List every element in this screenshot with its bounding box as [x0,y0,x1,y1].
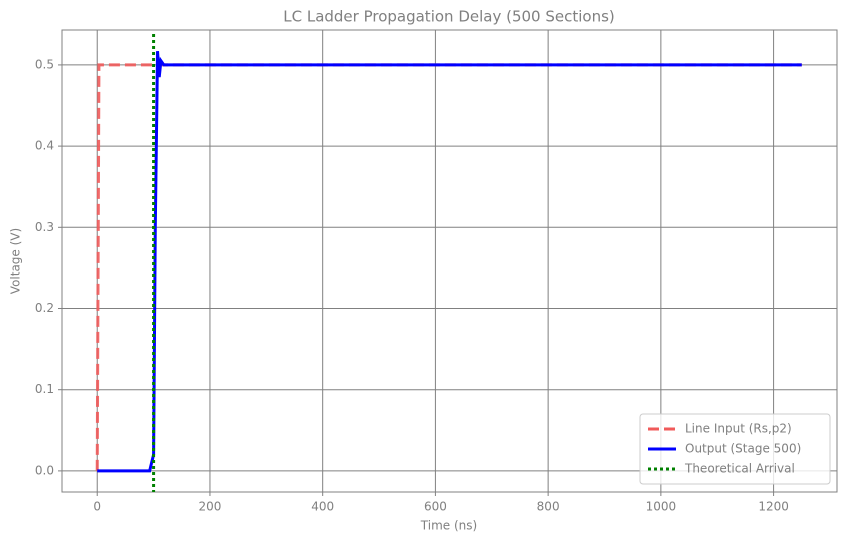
x-tick-label: 800 [537,500,560,514]
legend-label: Line Input (Rs,p2) [685,422,792,436]
x-tick-label: 200 [199,500,222,514]
y-axis-label: Voltage (V) [9,228,23,294]
y-tick-label: 0.2 [35,301,54,315]
x-tick-label: 1200 [758,500,789,514]
x-tick-label: 600 [424,500,447,514]
legend-label: Output (Stage 500) [685,442,801,456]
chart-title: LC Ladder Propagation Delay (500 Section… [283,8,615,26]
series-line [97,51,802,473]
y-tick-label: 0.3 [35,220,54,234]
x-tick-label: 400 [311,500,334,514]
x-axis-label: Time (ns) [420,519,477,533]
y-tick-label: 0.4 [35,139,54,153]
legend-label: Theoretical Arrival [684,462,795,476]
series-line [95,63,802,471]
y-tick-label: 0.5 [35,57,54,71]
x-tick-label: 1000 [646,500,677,514]
plot-frame [61,29,838,493]
y-tick-label: 0.0 [35,463,54,477]
x-tick-label: 0 [93,500,101,514]
y-tick-label: 0.1 [35,382,54,396]
legend-box [639,413,831,485]
